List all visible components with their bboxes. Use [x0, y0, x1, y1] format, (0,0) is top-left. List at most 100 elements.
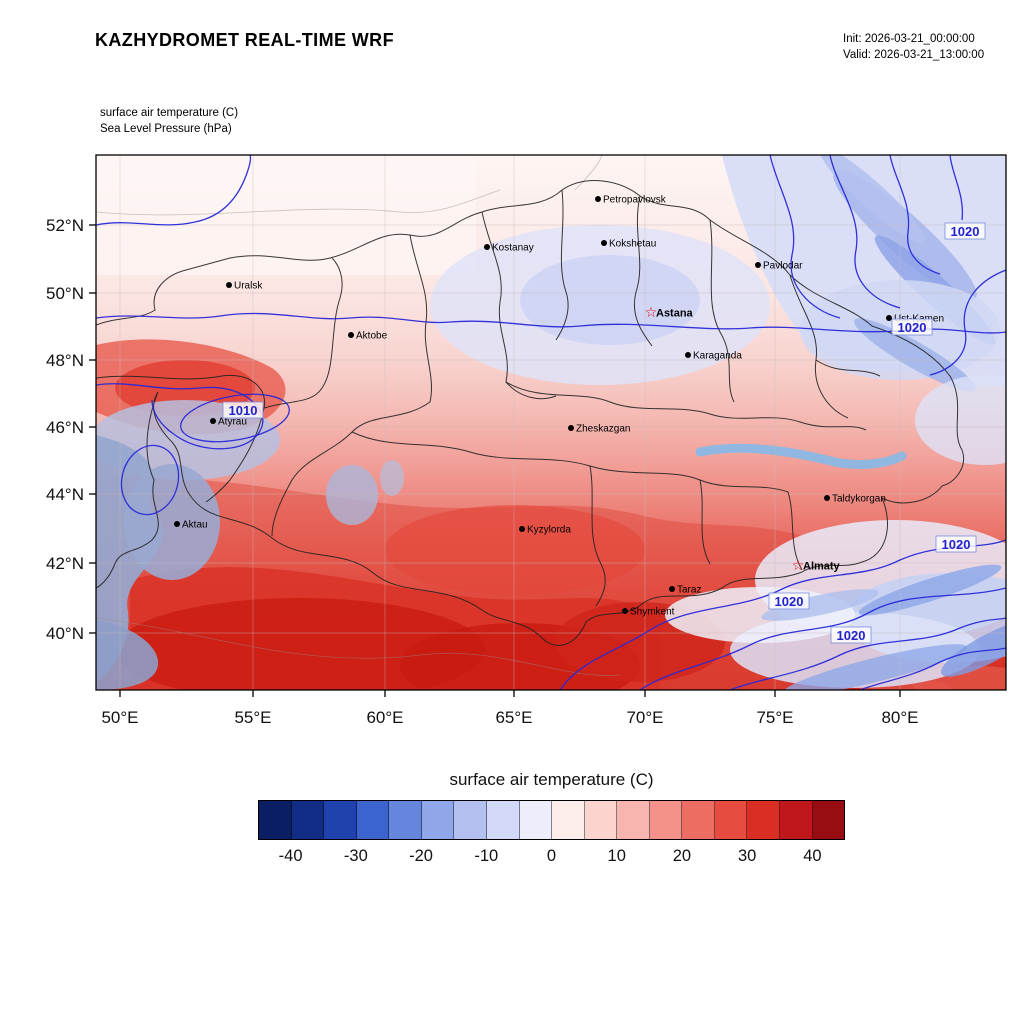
city-label: Kyzylorda	[527, 525, 571, 536]
layer-labels: surface air temperature (C) Sea Level Pr…	[100, 106, 238, 137]
colorbar-cell	[454, 801, 487, 839]
colorbar-tick-label: 40	[803, 847, 822, 865]
colorbar-cell	[519, 801, 553, 839]
colorbar-cell	[421, 801, 455, 839]
city-dot-icon	[824, 495, 830, 501]
capital-star-icon: ☆	[645, 305, 658, 321]
city-marker: Aktau	[174, 520, 208, 531]
city-label: Kokshetau	[609, 239, 656, 250]
lake-balkhash	[695, 443, 907, 469]
pressure-contours	[96, 155, 1006, 690]
axis-layer: 52°N 50°N 48°N 46°N 44°N 42°N 40°N 50°E 55°E 60°E…	[46, 216, 919, 727]
city-dot-icon	[685, 352, 691, 358]
city-label: Taldykorgan	[832, 494, 886, 505]
city-marker: Atyrau	[210, 417, 247, 428]
aral-sea	[326, 465, 378, 525]
lon-tick-label: 50°E	[101, 708, 138, 727]
lat-tick-label: 46°N	[46, 418, 84, 437]
city-marker: Karaganda	[685, 351, 742, 362]
admin-borders	[96, 180, 964, 646]
city-marker: Zheskazgan	[568, 424, 630, 435]
city-marker: Kokshetau	[601, 239, 656, 250]
city-dot-icon	[755, 262, 761, 268]
city-marker: Petropavlovsk	[595, 195, 667, 206]
colorbar-tick-label: 0	[546, 847, 557, 865]
city-marker: Aktobe	[348, 331, 388, 342]
colorbar-cell	[584, 801, 618, 839]
city-marker: Kyzylorda	[519, 525, 571, 536]
city-dot-icon	[622, 608, 628, 614]
colorbar-cell	[324, 801, 357, 839]
map-svg: 52°N 50°N 48°N 46°N 44°N 42°N 40°N 50°E 55°E 60°E…	[46, 154, 1007, 727]
colorbar-cell	[259, 801, 292, 839]
colorbar-tick-label: 30	[737, 847, 757, 865]
city-label: Kostanay	[492, 243, 534, 254]
colorbar-cells	[258, 800, 845, 840]
colorbar-cell	[714, 801, 748, 839]
colorbar-tick-label: -20	[409, 847, 433, 865]
city-dot-icon	[886, 315, 892, 321]
valid-time: Valid: 2026-03-21_13:00:00	[843, 49, 985, 62]
city-marker: Shymkent	[622, 607, 675, 618]
city-label: Astana	[656, 308, 694, 320]
lat-tick-label: 40°N	[46, 624, 84, 643]
city-dot-icon	[226, 282, 232, 288]
lat-tick-label: 44°N	[46, 485, 84, 504]
lat-tick-label: 48°N	[46, 351, 84, 370]
city-dot-icon	[174, 521, 180, 527]
city-label: Zheskazgan	[576, 424, 630, 435]
layer-label-pressure: Sea Level Pressure (hPa)	[100, 122, 232, 135]
city-label: Uralsk	[234, 281, 263, 292]
city-dot-icon	[568, 425, 574, 431]
city-marker: Taldykorgan	[824, 494, 886, 505]
city-dot-icon	[484, 244, 490, 250]
colorbar-cell	[552, 801, 585, 839]
page-title: KAZHYDROMET REAL-TIME WRF	[95, 30, 394, 50]
colorbar-tick-label: -10	[474, 847, 499, 865]
colorbar-cell	[356, 801, 390, 839]
city-label: Shymkent	[630, 607, 675, 618]
pressure-label-layer: 1020 1020 1010 1020 1020 1020	[222, 222, 986, 644]
pressure-contour-label: 1020	[944, 222, 986, 240]
colorbar-cell	[291, 801, 325, 839]
colorbar-title: surface air temperature (C)	[449, 770, 654, 789]
map-frame	[95, 154, 1007, 691]
lat-tick-label: 52°N	[46, 216, 84, 235]
lat-tick-label: 50°N	[46, 284, 84, 303]
lon-tick-label: 60°E	[366, 708, 403, 727]
lat-tick-label: 42°N	[46, 554, 84, 573]
svg-text:1020: 1020	[951, 224, 980, 239]
lon-tick-label: 70°E	[626, 708, 663, 727]
colorbar: surface air temperature (C) -40 -30 -20 -10…	[258, 770, 845, 871]
colorbar-ticks: -40 -30 -20 -10 0 10 20 30 40	[258, 847, 845, 871]
pressure-contour-label: 1020	[768, 592, 810, 610]
city-label: Aktau	[182, 520, 208, 531]
lon-tick-label: 65°E	[495, 708, 532, 727]
colorbar-cell	[747, 801, 780, 839]
city-label: Pavlodar	[763, 261, 803, 272]
city-marker: Kostanay	[484, 243, 534, 254]
svg-text:1020: 1020	[942, 537, 971, 552]
city-dot-icon	[348, 332, 354, 338]
svg-text:1020: 1020	[775, 594, 804, 609]
city-dot-icon	[601, 240, 607, 246]
pressure-contour-label: 1020	[891, 318, 933, 336]
city-label: Aktobe	[356, 331, 388, 342]
colorbar-cell	[617, 801, 650, 839]
colorbar-cell	[812, 801, 845, 839]
colorbar-cell	[389, 801, 422, 839]
city-marker: Taraz	[669, 585, 701, 596]
capital-city-marker: ☆Almaty	[792, 558, 841, 574]
pressure-contour-label: 1010	[222, 401, 264, 419]
pressure-contour-label: 1020	[935, 535, 977, 553]
colorbar-tick-label: 10	[607, 847, 626, 865]
model-run-info: Init: 2026-03-21_00:00:00 Valid: 2026-03…	[843, 31, 984, 63]
lon-tick-label: 80°E	[881, 708, 918, 727]
svg-text:1020: 1020	[898, 320, 927, 335]
capital-city-marker: ☆Astana	[645, 305, 694, 321]
city-dot-icon	[595, 196, 601, 202]
colorbar-cell	[486, 801, 520, 839]
temperature-field	[96, 155, 1006, 690]
init-time: Init: 2026-03-21_00:00:00	[843, 33, 975, 45]
